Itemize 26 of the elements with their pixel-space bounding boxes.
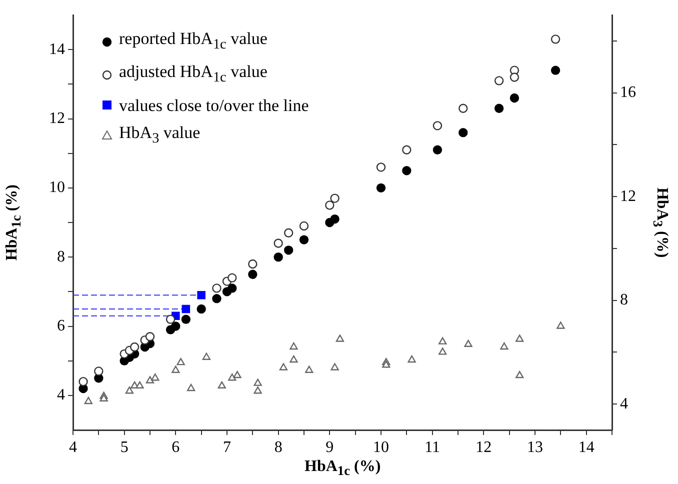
y2-tick-label: 12	[620, 188, 636, 205]
legend-label: adjusted HbA$_{1c}$ value	[119, 61, 268, 88]
y-tick-label: 14	[49, 40, 65, 58]
x-tick-label: 12	[476, 438, 492, 456]
x-axis-title: HbA$_{1c}$ (%)	[304, 458, 381, 480]
y-tick-label: 8	[57, 248, 65, 266]
legend-label: HbA$_{3}$ value	[119, 122, 200, 148]
y2-tick-label: 4	[620, 395, 628, 412]
x-tick-label: 7	[223, 438, 231, 456]
x-tick-label: 14	[578, 438, 594, 456]
x-tick-label: 5	[120, 438, 128, 456]
x-tick-label: 10	[373, 438, 389, 456]
x-tick-label: 4	[69, 438, 77, 456]
legend-label: reported HbA$_{1c}$ value	[119, 28, 268, 54]
x-tick-label: 6	[172, 438, 180, 456]
y-tick-label: 4	[57, 386, 65, 404]
y2-tick-label: 8	[620, 292, 628, 309]
x-tick-label: 13	[527, 438, 543, 456]
x-tick-label: 11	[424, 438, 440, 456]
x-tick-label: 9	[326, 438, 334, 456]
legend-label: values close to/over the line	[119, 94, 309, 117]
y-tick-label: 6	[57, 317, 65, 334]
x-tick-label: 8	[274, 438, 282, 456]
y2-tick-label: 16	[620, 84, 636, 102]
y-tick-label: 12	[49, 110, 65, 127]
y-tick-label: 10	[49, 179, 65, 196]
